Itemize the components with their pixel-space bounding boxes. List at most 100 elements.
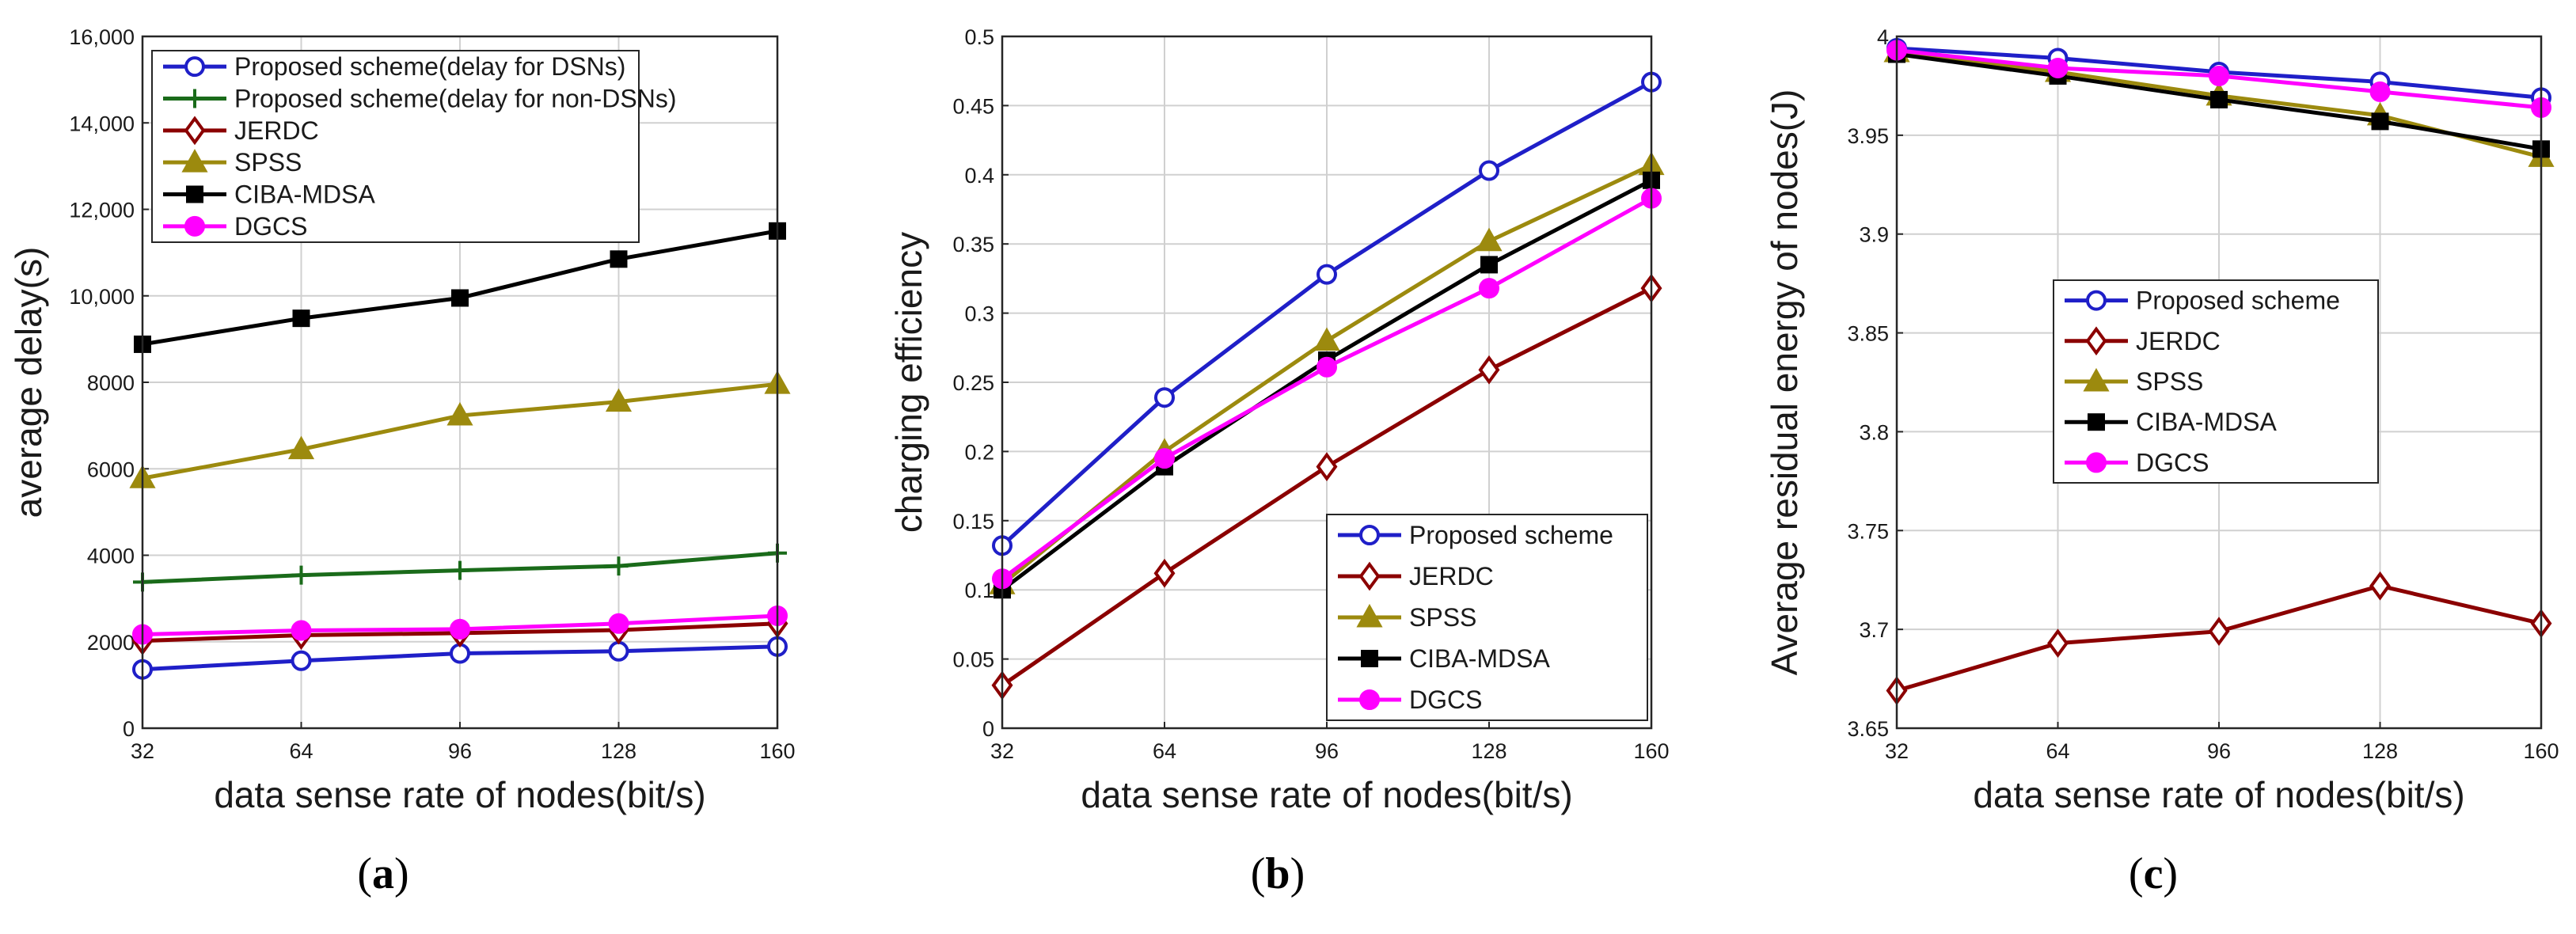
y-tick-label: 3.65: [1847, 717, 1889, 741]
legend-swatch-marker: [186, 185, 203, 203]
legend-swatch-marker: [2086, 452, 2107, 473]
y-tick-label: 0.35: [952, 233, 994, 256]
legend-swatch-marker: [1356, 603, 1383, 628]
legend-swatch-marker: [184, 215, 205, 237]
caption-close: ): [2163, 849, 2178, 898]
x-tick-label: 96: [448, 739, 472, 763]
data-point: [450, 618, 470, 640]
data-point: [609, 556, 629, 576]
series-ciba-mdsa: [134, 222, 786, 353]
panel-caption: (c): [2129, 849, 2178, 898]
caption-letter: c: [2144, 849, 2164, 898]
panel-b: 0 0.05 0.1 0.15 0.2 0.25 0.3 0.35 0.4 0.45 0.5 32 64…: [888, 25, 1670, 898]
x-tick-label: 32: [1885, 739, 1909, 763]
y-tick-label: 6000: [87, 458, 135, 481]
legend-swatch-marker: [184, 56, 205, 78]
data-point: [2047, 628, 2069, 659]
y-tick-label: 2000: [87, 631, 135, 655]
caption-open: (: [2129, 849, 2144, 898]
x-tick-label: 32: [131, 739, 154, 763]
caption-close: ): [394, 849, 409, 898]
y-tick-label: 0.45: [952, 94, 994, 118]
data-point: [2371, 112, 2389, 131]
legend-item: CIBA-MDSA: [1338, 644, 1550, 673]
legend-label: CIBA-MDSA: [1409, 644, 1550, 673]
legend-item: CIBA-MDSA: [163, 180, 375, 209]
legend-item: SPSS: [1338, 603, 1476, 632]
legend: Proposed scheme JERDC SPSS CIBA-MDSA DGCS: [1326, 514, 1648, 721]
data-point: [287, 435, 315, 460]
legend-swatch-marker: [2088, 413, 2105, 431]
legend-label: JERDC: [234, 116, 319, 145]
legend-item: CIBA-MDSA: [2065, 408, 2277, 436]
legend-swatch-marker: [1361, 650, 1378, 667]
x-tick-label: 64: [2046, 739, 2069, 763]
legend-label: CIBA-MDSA: [234, 180, 375, 209]
legend-swatch-marker: [1359, 689, 1380, 710]
legend-item: DGCS: [1338, 685, 1482, 714]
y-axis-label: average delay(s): [8, 247, 49, 518]
y-tick-label: 3.75: [1847, 519, 1889, 543]
data-point: [2047, 57, 2069, 78]
data-point: [608, 640, 629, 662]
y-tick-label: 0.15: [952, 510, 994, 533]
legend-swatch-marker: [181, 149, 208, 173]
legend-label: DGCS: [234, 212, 307, 241]
legend-label: SPSS: [2136, 367, 2203, 396]
panel-caption: (a): [357, 849, 408, 898]
legend-swatch-marker: [185, 89, 204, 108]
data-point: [1154, 387, 1175, 408]
legend-item: DGCS: [2065, 448, 2209, 476]
legend-item: SPSS: [163, 148, 302, 177]
y-axis-label: Average residual energy of nodes(J): [1764, 89, 1805, 676]
data-point: [610, 250, 628, 268]
data-point: [291, 565, 311, 585]
y-tick-label: 0.1: [964, 579, 994, 602]
legend-item: Proposed scheme: [1338, 521, 1613, 549]
x-tick-label: 96: [2207, 739, 2231, 763]
legend-item: SPSS: [2065, 367, 2203, 396]
y-tick-label: 16,000: [69, 25, 135, 49]
y-tick-label: 0: [982, 717, 994, 741]
legend-swatch-marker: [1358, 561, 1381, 591]
data-point: [291, 620, 312, 641]
data-point: [450, 560, 469, 580]
legend-item: JERDC: [1338, 561, 1494, 591]
panel-c: 3.65 3.7 3.75 3.8 3.85 3.9 3.95 4 32 64 96 128 160 da…: [1764, 25, 2559, 898]
x-axis-label: data sense rate of nodes(bit/s): [214, 774, 705, 815]
y-tick-label: 3.85: [1847, 322, 1889, 346]
legend-swatch-marker: [2085, 326, 2107, 356]
data-point: [608, 613, 629, 634]
data-point: [2369, 81, 2391, 102]
data-point: [1479, 160, 1499, 181]
panel-a: 0 2000 4000 6000 8000 10,000 12,000 14,000 16,00…: [8, 25, 796, 898]
legend-swatch-marker: [2086, 290, 2107, 311]
data-point: [1316, 452, 1338, 482]
legend: Proposed scheme(delay for DSNs) Proposed …: [151, 50, 676, 243]
panel-caption: (b): [1251, 849, 1305, 898]
legend-label: SPSS: [234, 148, 302, 177]
data-point: [1478, 355, 1500, 385]
y-tick-label: 3.9: [1859, 223, 1889, 247]
axes-frame: [141, 35, 779, 730]
x-tick-label: 160: [2523, 739, 2559, 763]
y-tick-label: 0.25: [952, 371, 994, 395]
data-point: [2208, 617, 2230, 647]
x-axis-label: data sense rate of nodes(bit/s): [1973, 774, 2464, 815]
data-point: [1479, 278, 1499, 299]
series-spss: [129, 370, 791, 488]
legend-label: DGCS: [2136, 448, 2209, 476]
series-jerdc: [1886, 571, 2552, 705]
data-point: [1316, 356, 1337, 378]
data-point: [292, 309, 310, 328]
x-tick-label: 64: [1153, 739, 1176, 763]
data-point: [446, 401, 473, 426]
caption-open: (: [1251, 849, 1266, 898]
legend-item: Proposed scheme: [2065, 287, 2340, 315]
y-tick-label: 0.05: [952, 648, 994, 672]
y-tick-label: 0.2: [964, 440, 994, 464]
data-point: [1480, 256, 1498, 274]
x-tick-label: 128: [601, 739, 636, 763]
legend-item: Proposed scheme(delay for non-DSNs): [163, 85, 676, 113]
